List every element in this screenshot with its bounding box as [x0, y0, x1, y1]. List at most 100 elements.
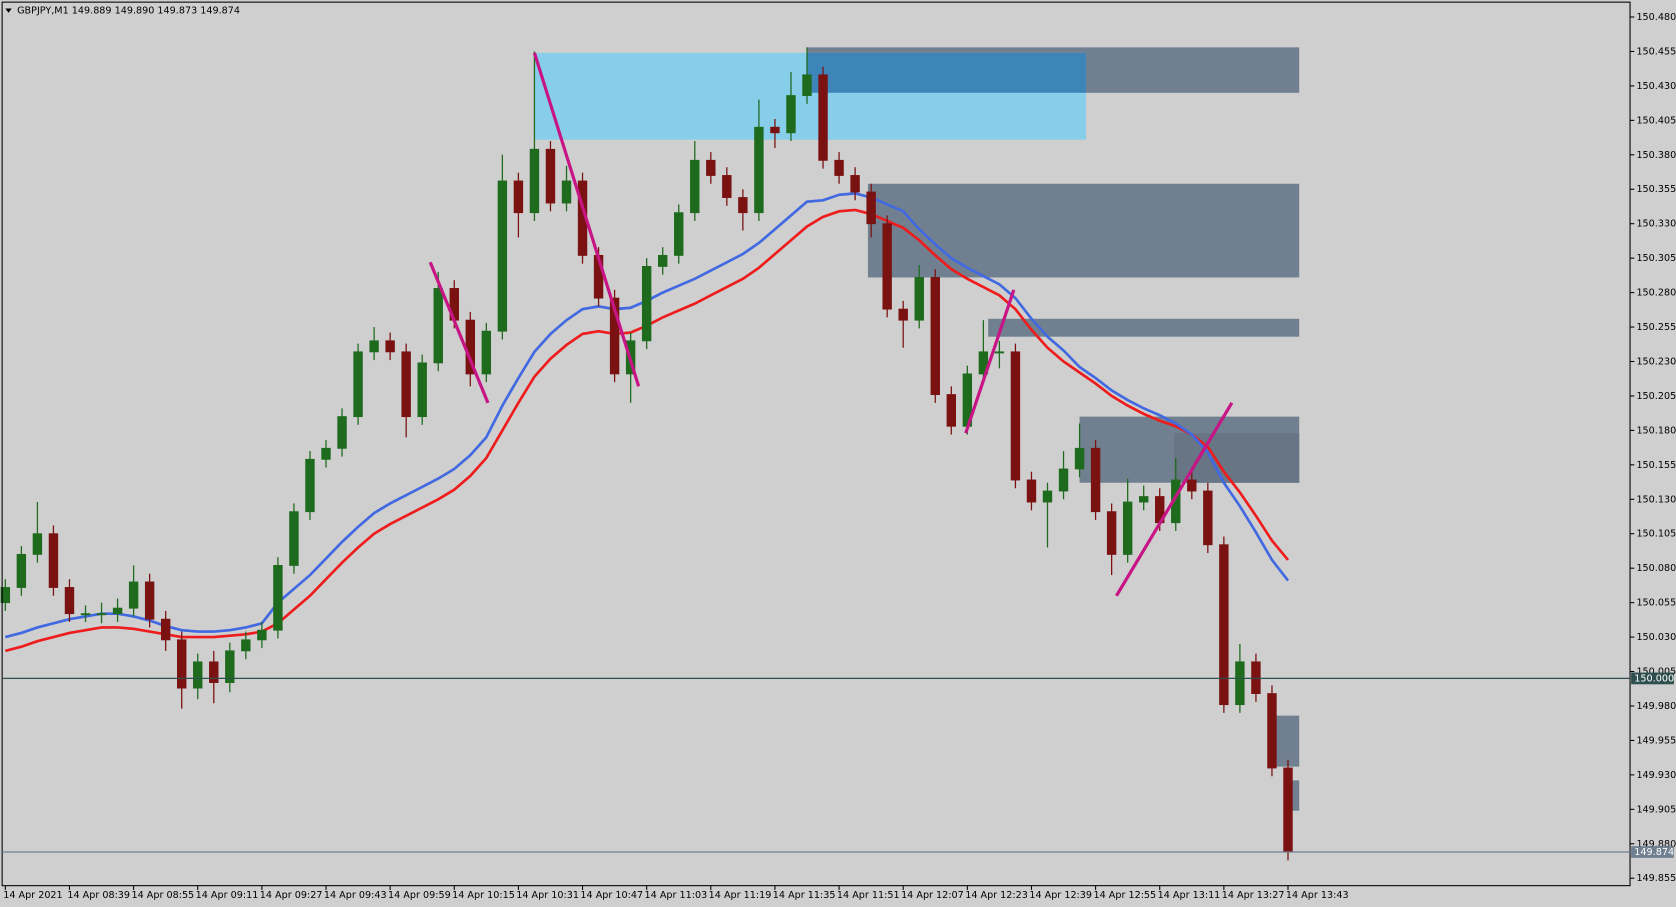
candle-body: [1283, 767, 1293, 853]
y-tick-label: 150.430: [1636, 81, 1676, 92]
candle-body: [930, 277, 940, 395]
y-tick-label: 149.930: [1636, 770, 1676, 781]
candle-body: [529, 148, 540, 214]
candle-body: [722, 175, 732, 198]
y-tick-label: 150.130: [1636, 494, 1676, 505]
y-tick-label: 150.055: [1636, 598, 1676, 609]
x-tick-label: 14 Apr 12:07: [901, 890, 964, 901]
x-tick-label: 14 Apr 11:35: [773, 890, 836, 901]
candle-body: [160, 618, 171, 641]
candle-body: [738, 197, 748, 214]
zone: [988, 318, 1300, 337]
candle-body: [641, 265, 652, 342]
candle-body: [513, 180, 524, 214]
y-tick-label: 150.405: [1636, 115, 1676, 126]
candle-body: [561, 180, 572, 204]
y-tick-label: 150.330: [1636, 219, 1676, 230]
candle-body: [80, 613, 91, 616]
candle-body: [64, 587, 75, 615]
candle-body: [417, 362, 427, 418]
candle-body: [1267, 693, 1277, 769]
x-tick-label: 14 Apr 08:55: [131, 890, 194, 901]
candle-body: [609, 297, 620, 375]
candle-body: [1203, 490, 1213, 546]
candle-body: [305, 458, 315, 513]
candle-body: [401, 351, 411, 418]
y-tick-label: 150.080: [1636, 563, 1676, 574]
candle-body: [1106, 511, 1117, 555]
trend-line: [1115, 402, 1234, 597]
candle-body: [209, 661, 219, 683]
x-tick-label: 14 Apr 12:55: [1093, 890, 1156, 901]
y-tick-label: 149.980: [1636, 701, 1676, 712]
trend-line: [428, 261, 490, 404]
y-tick-label: 150.380: [1636, 150, 1676, 161]
candle-body: [433, 288, 443, 364]
candle-body: [385, 340, 395, 353]
x-tick-label: 14 Apr 09:59: [388, 890, 451, 901]
candle-body: [369, 340, 379, 353]
y-tick-label: 150.005: [1636, 667, 1676, 678]
y-tick-label: 150.280: [1636, 288, 1676, 299]
chart-title: GBPJPY,M1 149.889 149.890 149.873 149.87…: [17, 6, 240, 17]
y-tick-label: 150.455: [1636, 46, 1676, 57]
y-tick-label: 149.880: [1636, 839, 1676, 850]
candle-body: [48, 533, 59, 588]
candle-body: [1235, 661, 1245, 706]
candle-body: [289, 511, 299, 566]
x-tick-label: 14 Apr 11:19: [709, 890, 772, 901]
x-tick-label: 14 Apr 12:39: [1029, 890, 1092, 901]
x-tick-label: 14 Apr 09:11: [196, 890, 259, 901]
candle-body: [706, 159, 716, 176]
x-tick-label: 14 Apr 08:39: [67, 890, 130, 901]
price-tag-label: 150.000: [1634, 673, 1674, 684]
candle-body: [0, 587, 11, 604]
candle-body: [1187, 479, 1197, 492]
y-tick-label: 150.255: [1636, 322, 1676, 333]
candle-body: [1010, 351, 1021, 481]
x-tick-label: 14 Apr 09:43: [324, 890, 387, 901]
y-tick-label: 150.180: [1636, 425, 1676, 436]
y-tick-label: 150.230: [1636, 357, 1676, 368]
candle-body: [193, 661, 203, 689]
candle-body: [241, 639, 251, 652]
candle-body: [850, 175, 860, 193]
x-tick-label: 14 Apr 11:51: [837, 890, 900, 901]
candle-body: [128, 581, 139, 609]
candle-body: [770, 126, 780, 134]
candle-body: [690, 159, 700, 214]
candle-body: [1026, 479, 1037, 503]
candle-body: [32, 533, 43, 555]
candle-body: [257, 629, 267, 641]
candle-body: [1090, 447, 1101, 513]
candle-body: [1122, 501, 1133, 555]
plot-frame: [1, 1, 1631, 887]
trend-line: [532, 52, 641, 387]
candle-body: [1251, 661, 1261, 695]
y-tick-label: 150.155: [1636, 460, 1676, 471]
y-tick-label: 150.355: [1636, 184, 1676, 195]
y-tick-label: 150.105: [1636, 529, 1676, 540]
candle-body: [16, 553, 27, 588]
y-tick-label: 149.905: [1636, 804, 1676, 815]
zone: [867, 183, 1300, 278]
x-tick-label: 14 Apr 10:15: [452, 890, 515, 901]
candle-body: [994, 351, 1005, 354]
x-tick-label: 14 Apr 12:23: [965, 890, 1028, 901]
candle-body: [834, 159, 844, 176]
price-tag: [1631, 846, 1674, 858]
trend-line: [964, 289, 1016, 434]
plot: [0, 47, 1293, 861]
price-tag: [1631, 672, 1674, 685]
candle-body: [144, 581, 155, 620]
candle-body: [321, 447, 331, 460]
candle-body: [497, 180, 508, 332]
x-tick-label: 14 Apr 2021: [3, 890, 62, 901]
x-tick-label: 14 Apr 10:47: [580, 890, 643, 901]
x-tick-label: 14 Apr 09:27: [260, 890, 323, 901]
candle-body: [946, 394, 957, 427]
candle-body: [1074, 447, 1085, 470]
y-tick-label: 150.205: [1636, 391, 1676, 402]
